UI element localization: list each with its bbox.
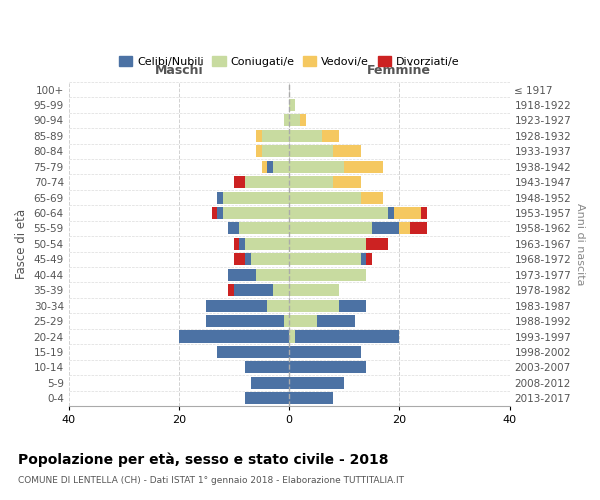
Bar (394, 207, 421, 219)
Bar (289, 392, 333, 404)
Bar (289, 377, 344, 389)
Bar (262, 160, 267, 172)
Bar (262, 145, 289, 158)
Legend: Celibi/Nubili, Coniugati/e, Vedovi/e, Divorziati/e: Celibi/Nubili, Coniugati/e, Vedovi/e, Di… (115, 52, 463, 72)
Bar (289, 346, 361, 358)
Bar (289, 268, 366, 281)
Bar (179, 330, 289, 342)
Bar (289, 176, 333, 188)
Bar (217, 346, 289, 358)
Bar (289, 207, 388, 219)
Bar (300, 114, 305, 126)
Bar (289, 99, 295, 111)
Bar (289, 315, 317, 327)
Bar (229, 284, 234, 296)
Bar (338, 300, 366, 312)
Bar (289, 254, 361, 266)
Bar (251, 377, 289, 389)
Bar (245, 362, 289, 374)
Bar (239, 222, 289, 234)
Bar (272, 284, 289, 296)
Bar (223, 207, 289, 219)
Bar (388, 207, 394, 219)
Bar (289, 330, 295, 342)
Bar (217, 207, 223, 219)
Bar (272, 160, 289, 172)
Bar (284, 315, 289, 327)
Y-axis label: Anni di nascita: Anni di nascita (575, 202, 585, 285)
Bar (322, 130, 338, 142)
Text: Popolazione per età, sesso e stato civile - 2018: Popolazione per età, sesso e stato civil… (18, 452, 389, 467)
Bar (251, 254, 289, 266)
Bar (256, 268, 289, 281)
Bar (289, 160, 344, 172)
Bar (372, 222, 399, 234)
Bar (289, 192, 361, 203)
Bar (289, 238, 366, 250)
Bar (234, 176, 245, 188)
Bar (366, 254, 372, 266)
Bar (333, 176, 361, 188)
Bar (239, 238, 245, 250)
Text: Maschi: Maschi (155, 64, 203, 77)
Bar (289, 130, 322, 142)
Bar (289, 362, 366, 374)
Bar (234, 254, 245, 266)
Bar (234, 238, 239, 250)
Bar (245, 238, 289, 250)
Bar (344, 160, 383, 172)
Bar (333, 145, 361, 158)
Bar (295, 330, 399, 342)
Bar (421, 207, 427, 219)
Bar (256, 145, 262, 158)
Bar (410, 222, 427, 234)
Bar (234, 284, 272, 296)
Bar (399, 222, 410, 234)
Bar (212, 207, 217, 219)
Bar (289, 222, 372, 234)
Text: COMUNE DI LENTELLA (CH) - Dati ISTAT 1° gennaio 2018 - Elaborazione TUTTITALIA.I: COMUNE DI LENTELLA (CH) - Dati ISTAT 1° … (18, 476, 404, 485)
Bar (229, 268, 256, 281)
Bar (289, 284, 338, 296)
Bar (361, 192, 383, 203)
Bar (206, 300, 267, 312)
Bar (289, 145, 333, 158)
Bar (361, 254, 366, 266)
Bar (206, 315, 284, 327)
Bar (317, 315, 355, 327)
Bar (223, 192, 289, 203)
Bar (267, 300, 289, 312)
Text: Femmine: Femmine (367, 64, 431, 77)
Bar (262, 130, 289, 142)
Bar (245, 176, 289, 188)
Bar (289, 114, 300, 126)
Bar (289, 300, 338, 312)
Y-axis label: Fasce di età: Fasce di età (15, 209, 28, 279)
Bar (366, 238, 388, 250)
Bar (256, 130, 262, 142)
Bar (267, 160, 272, 172)
Bar (284, 114, 289, 126)
Bar (245, 254, 251, 266)
Bar (245, 392, 289, 404)
Bar (229, 222, 239, 234)
Bar (217, 192, 223, 203)
